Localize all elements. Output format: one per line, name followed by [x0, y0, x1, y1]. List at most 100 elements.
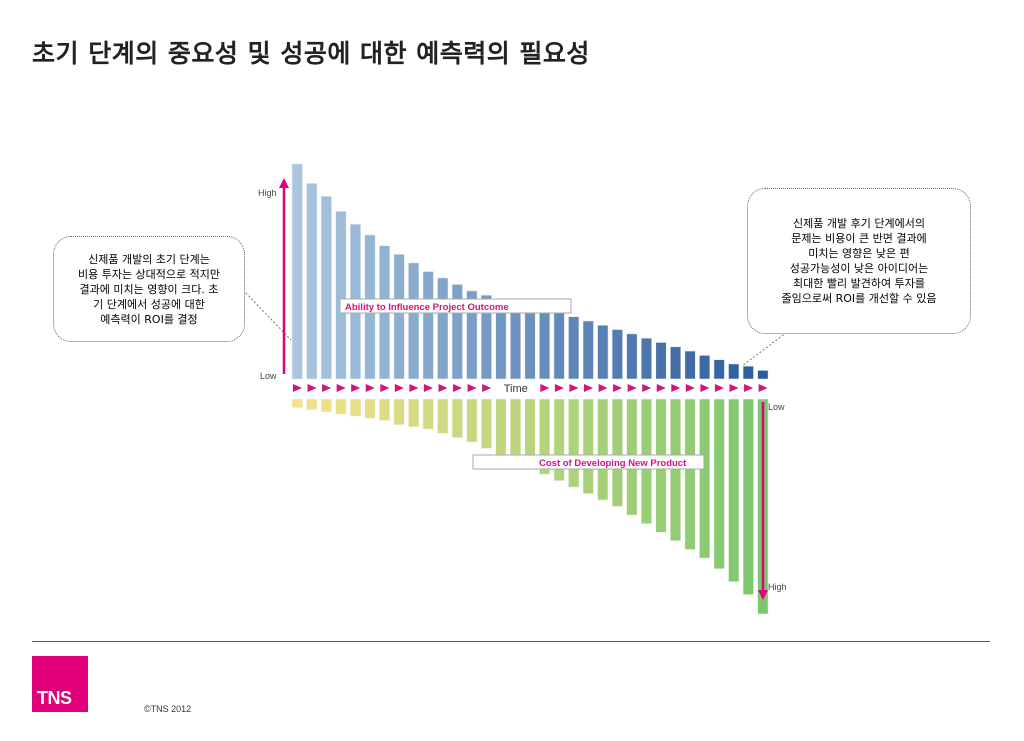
cost-bar	[568, 398, 580, 488]
influence-bar	[437, 277, 449, 380]
cost-bar	[408, 398, 420, 428]
cost-bar	[728, 398, 740, 583]
time-arrow-icon	[293, 384, 302, 392]
influence-label-box	[339, 298, 572, 314]
callout-line: 줄임으로써 ROI를 개선할 수 있음	[781, 292, 937, 305]
time-label: Time	[504, 383, 528, 395]
cost-bar	[335, 398, 347, 415]
influence-bar	[466, 290, 478, 380]
cost-label-box	[472, 454, 705, 470]
callout-early-stage: 신제품 개발의 초기 단계는 비용 투자는 상대적으로 적지만 결과에 미치는 영향…	[53, 236, 245, 342]
influence-bar	[582, 320, 594, 380]
influence-bar	[393, 254, 405, 380]
time-arrow-icon	[423, 384, 433, 392]
influence-bar	[320, 195, 332, 380]
influence-axis-up-arrow-icon	[279, 178, 289, 188]
time-arrow-icon	[409, 384, 419, 392]
time-arrow-icon	[642, 384, 652, 392]
cost-bar	[597, 398, 609, 501]
influence-bar	[742, 365, 754, 380]
cost-bar	[509, 398, 522, 462]
cost-bar	[582, 398, 594, 494]
influence-bar	[451, 284, 463, 380]
cost-bar	[553, 398, 565, 481]
cost-series-label: Cost of Developing New Product	[539, 458, 687, 469]
cost-bar	[306, 398, 318, 411]
influence-bar	[757, 370, 769, 380]
logo-text: TNS	[37, 688, 72, 708]
copyright: ©TNS 2012	[144, 704, 192, 714]
time-arrow-icon	[613, 384, 623, 392]
influence-bar	[611, 329, 623, 380]
time-arrow-icon	[714, 384, 724, 392]
cost-bar	[611, 398, 623, 507]
influence-bar	[626, 333, 638, 380]
cost-bar	[713, 398, 725, 570]
influence-bar	[713, 359, 725, 380]
time-arrow-icon	[482, 384, 492, 392]
cost-bar	[699, 398, 711, 559]
influence-bar	[684, 350, 696, 380]
cost-bar	[320, 398, 332, 413]
time-arrow-icon	[700, 384, 710, 392]
cost-axis-low-label: Low	[768, 402, 785, 412]
time-arrow-icon	[540, 384, 550, 392]
time-arrow-icon	[569, 384, 579, 392]
callout-line: 결과에 미치는 영향이 크다. 초	[79, 282, 219, 296]
influence-bar	[480, 294, 492, 380]
time-arrow-icon	[758, 384, 768, 392]
time-arrow-icon	[438, 384, 448, 392]
time-arrow-icon	[627, 384, 637, 392]
influence-bar	[597, 324, 609, 380]
footer-divider	[32, 641, 990, 642]
cost-bar	[291, 398, 303, 408]
callout-line: 문제는 비용이 큰 반면 결과에	[791, 232, 927, 245]
influence-bar	[728, 363, 740, 380]
cost-bar	[495, 398, 507, 456]
influence-bar	[524, 305, 536, 380]
callout-right-leader	[741, 329, 791, 367]
influence-bar	[553, 312, 565, 380]
callout-line: 신제품 개발의 초기 단계는	[88, 252, 210, 266]
time-arrow-icon	[671, 384, 681, 392]
influence-bar	[699, 355, 711, 380]
influence-bar	[408, 262, 420, 380]
cost-bar	[349, 398, 362, 417]
cost-bar	[364, 398, 376, 419]
time-arrow-icon	[584, 384, 593, 392]
callout-line: 미치는 영향은 낮은 편	[808, 247, 910, 260]
time-arrow-icon	[744, 384, 754, 392]
cost-bar	[684, 398, 696, 550]
callout-line: 성공가능성이 낮은 아이디어는	[789, 262, 929, 275]
influence-bar	[655, 342, 667, 380]
time-arrow-icon	[351, 384, 361, 392]
tns-logo: TNS	[32, 656, 88, 712]
cost-axis-high-label: High	[768, 582, 787, 592]
time-arrow-icon	[394, 384, 404, 392]
callout-line: 신제품 개발 후기 단계에서의	[793, 217, 925, 230]
callout-line: 비용 투자는 상대적으로 적지만	[77, 267, 221, 281]
influence-bar	[539, 307, 551, 380]
page-title: 초기 단계의 중요성 및 성공에 대한 예측력의 필요성	[32, 39, 590, 68]
influence-axis-high-label: High	[258, 188, 277, 198]
time-arrow-icon	[453, 384, 463, 392]
callout-line: 최대한 빨리 발견하여 투자를	[793, 277, 925, 290]
influence-bar	[306, 183, 318, 380]
cost-bar	[539, 398, 551, 475]
callout-line: 예측력이 ROI를 결정	[100, 312, 198, 326]
influence-bar	[640, 337, 653, 380]
time-arrow-icon	[598, 384, 608, 392]
cost-bar	[378, 398, 391, 421]
cost-bar	[393, 398, 405, 426]
time-arrow-icon	[365, 384, 375, 392]
time-arrow-icon	[729, 384, 739, 392]
cost-bar	[466, 398, 478, 443]
influence-series-label: Ability to Influence Project Outcome	[345, 302, 509, 313]
cost-bar	[480, 398, 492, 449]
time-arrow-icon	[336, 384, 346, 392]
cost-axis-down-arrow-icon	[758, 590, 768, 600]
time-arrow-icon	[322, 384, 332, 392]
time-arrow-icon	[307, 384, 317, 392]
